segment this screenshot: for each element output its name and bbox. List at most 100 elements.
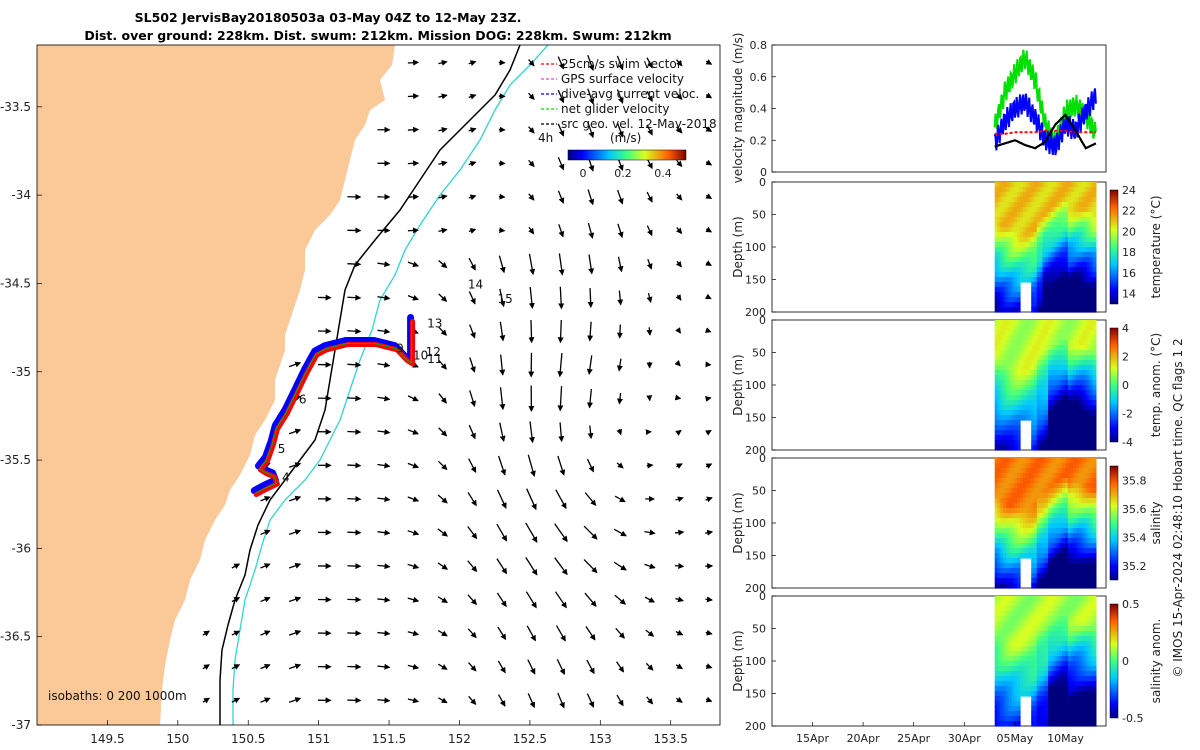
heat-cell — [1065, 330, 1069, 336]
heat-cell — [1065, 405, 1069, 411]
heat-cell — [1014, 681, 1018, 687]
heat-cell — [1081, 706, 1086, 712]
sal_anom-cbar-tick-1: 0 — [1122, 655, 1129, 668]
heat-cell — [1067, 282, 1072, 288]
heat-cell — [1048, 473, 1052, 479]
heat-cell — [1067, 405, 1072, 411]
heat-cell — [997, 272, 1001, 278]
heat-cell — [1011, 390, 1015, 396]
heat-cell — [1076, 611, 1080, 617]
heat-cell — [1081, 395, 1086, 401]
heat-cell — [1034, 503, 1038, 509]
heat-cell — [1034, 583, 1038, 589]
heat-cell — [994, 493, 999, 499]
heat-cell — [1011, 197, 1015, 203]
heat-cell — [1093, 701, 1097, 707]
heat-cell — [1048, 696, 1052, 702]
heat-cell — [1020, 631, 1024, 637]
heat-cell — [1090, 483, 1094, 489]
heat-cell — [1053, 626, 1058, 632]
heat-cell — [1062, 370, 1066, 376]
figure-title: SL502 JervisBay20180503a 03-May 04Z to 1… — [135, 10, 522, 25]
heat-cell — [1062, 473, 1066, 479]
heat-cell — [1003, 440, 1007, 446]
heat-cell — [1036, 596, 1041, 602]
heat-cell — [1056, 508, 1060, 514]
current-vector — [587, 388, 593, 409]
heat-cell — [1093, 716, 1097, 722]
heat-cell — [1081, 400, 1086, 406]
heat-cell — [1005, 463, 1010, 469]
heat-cell — [1048, 513, 1052, 519]
heat-cell — [1011, 488, 1015, 494]
heat-cell — [1039, 676, 1043, 682]
heat-cell — [1028, 375, 1032, 381]
heat-cell — [1093, 601, 1097, 607]
heat-cell — [1005, 227, 1010, 233]
heat-cell — [1059, 395, 1063, 401]
heat-cell — [1014, 656, 1018, 662]
heat-cell — [1036, 621, 1041, 627]
heat-cell — [1034, 696, 1038, 702]
current-vector — [646, 462, 654, 469]
heat-cell — [1042, 676, 1046, 682]
heat-cell — [1008, 483, 1013, 489]
heat-cell — [1081, 257, 1086, 263]
heat-cell — [1034, 636, 1038, 642]
heat-cell — [1050, 686, 1055, 692]
heat-cell — [1090, 430, 1094, 436]
heat-cell — [1090, 252, 1094, 258]
heat-cell — [1014, 533, 1018, 539]
heat-cell — [1059, 468, 1063, 474]
heat-cell — [1087, 473, 1091, 479]
heat-cell — [1003, 405, 1007, 411]
heat-cell — [1067, 385, 1072, 391]
heat-cell — [1036, 345, 1041, 351]
heat-cell — [1036, 503, 1041, 509]
heat-cell — [1081, 631, 1086, 637]
current-vector — [705, 529, 714, 536]
heat-cell — [1076, 483, 1080, 489]
heat-cell — [1003, 701, 1007, 707]
heat-cell — [1073, 292, 1077, 298]
heat-cell — [1087, 237, 1091, 243]
heat-cell — [1045, 360, 1049, 366]
heat-cell — [1087, 611, 1091, 617]
heat-cell — [1070, 493, 1074, 499]
heat-cell — [1000, 207, 1004, 213]
heat-cell — [1073, 365, 1077, 371]
current-vector — [288, 562, 302, 569]
heat-cell — [1087, 463, 1091, 469]
heat-cell — [1025, 523, 1029, 529]
heat-cell — [1000, 212, 1004, 218]
current-vector — [528, 59, 535, 67]
heat-cell — [1073, 277, 1077, 283]
heat-cell — [1000, 365, 1004, 371]
heat-cell — [1045, 498, 1049, 504]
heat-cell — [1076, 468, 1080, 474]
heat-cell — [1028, 646, 1032, 652]
heat-cell — [1031, 227, 1035, 233]
heat-cell — [1039, 207, 1043, 213]
heat-cell — [1070, 302, 1074, 308]
heat-cell — [997, 626, 1001, 632]
heat-cell — [1039, 272, 1043, 278]
heat-cell — [1048, 533, 1052, 539]
heat-cell — [1028, 242, 1032, 248]
heat-cell — [1070, 430, 1074, 436]
vel-y-tick-2: 0.4 — [750, 103, 768, 116]
heat-cell — [1067, 543, 1072, 549]
heat-cell — [1005, 292, 1010, 298]
heat-cell — [1059, 681, 1063, 687]
heat-cell — [1014, 385, 1018, 391]
heat-cell — [1076, 558, 1080, 564]
heat-cell — [1059, 440, 1063, 446]
heat-cell — [994, 548, 999, 554]
heat-cell — [1076, 596, 1080, 602]
heat-cell — [1048, 468, 1052, 474]
current-vector — [377, 663, 391, 670]
heat-cell — [1048, 410, 1052, 416]
heat-cell — [1014, 661, 1018, 667]
heat-cell — [1070, 498, 1074, 504]
heat-cell — [1020, 493, 1024, 499]
